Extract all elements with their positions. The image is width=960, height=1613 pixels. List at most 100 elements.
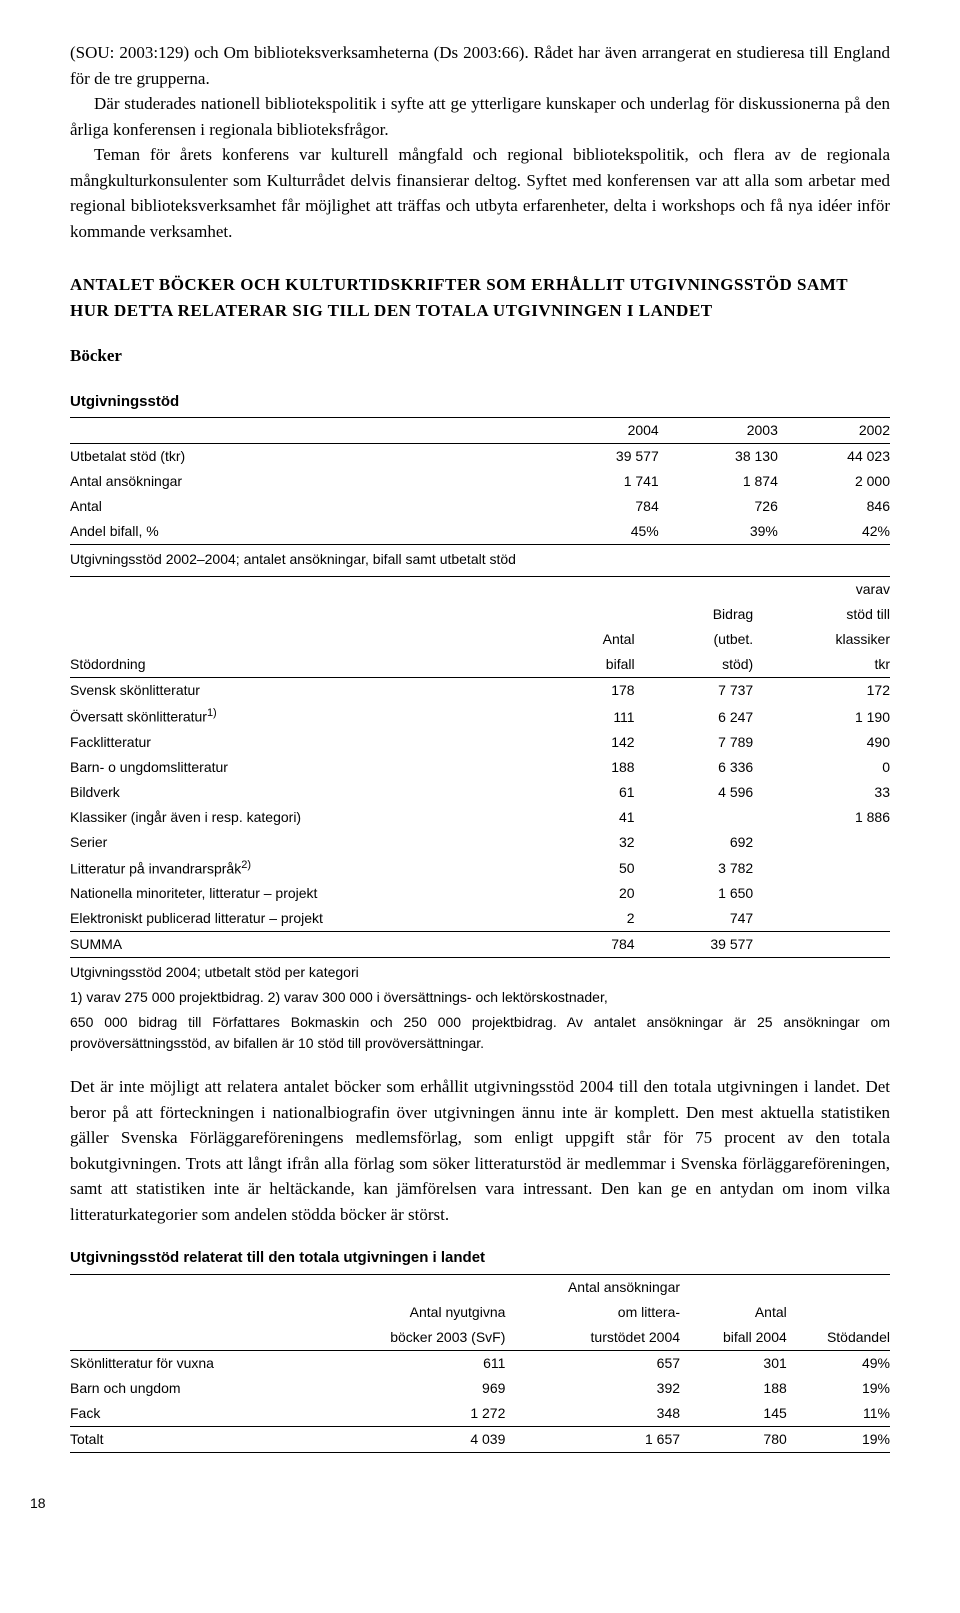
table3-cell: 392: [511, 1376, 686, 1401]
table2-cell: 6 247: [641, 703, 760, 730]
body-paragraph-3: Teman för årets konferens var kulturell …: [70, 142, 890, 244]
table1-caption: Utgivningsstöd 2002–2004; antalet ansökn…: [70, 549, 890, 570]
table3-cell: 780: [686, 1426, 793, 1452]
table2-cell: 4 596: [641, 780, 760, 805]
table3-cell: Totalt: [70, 1426, 332, 1452]
table2-cell: Serier: [70, 830, 546, 855]
table1-cell: Andel bifall, %: [70, 519, 546, 545]
table1-cell: 39%: [665, 519, 784, 545]
table1-cell: 2 000: [784, 469, 890, 494]
table2-sum: SUMMA: [70, 932, 546, 958]
table2-head: stöd): [641, 652, 760, 678]
table2-cell: Nationella minoriteter, litteratur – pro…: [70, 881, 546, 906]
table3-title: Utgivningsstöd relaterat till den totala…: [70, 1247, 890, 1270]
table1-title: Utgivningsstöd: [70, 391, 890, 414]
table3-cell: 348: [511, 1401, 686, 1427]
table3-cell: Barn och ungdom: [70, 1376, 332, 1401]
table1-cell: 784: [546, 494, 665, 519]
table2-cell: 7 737: [641, 678, 760, 704]
table3-cell: 4 039: [332, 1426, 511, 1452]
table2-cell: Klassiker (ingår även i resp. kategori): [70, 805, 546, 830]
body-paragraph-2: Där studerades nationell bibliotekspolit…: [70, 91, 890, 142]
table2-cell: Barn- o ungdomslitteratur: [70, 755, 546, 780]
table2-cell: 20: [546, 881, 641, 906]
table2-cell: Översatt skönlitteratur1): [70, 703, 546, 730]
table1-head-2002: 2002: [784, 418, 890, 444]
table1-cell: 38 130: [665, 444, 784, 470]
table2-cell: 747: [641, 906, 760, 932]
table2-cell: 33: [759, 780, 890, 805]
table2-head: tkr: [759, 652, 890, 678]
table2-sum: 39 577: [641, 932, 760, 958]
table3-cell: Fack: [70, 1401, 332, 1427]
table2-caption: Utgivningsstöd 2004; utbetalt stöd per k…: [70, 962, 890, 983]
table2-cell: Litteratur på invandrarspråk2): [70, 855, 546, 882]
table3-cell: 657: [511, 1350, 686, 1376]
body-paragraph-1: (SOU: 2003:129) och Om biblioteksverksam…: [70, 40, 890, 91]
table3-head: Antal ansökningar: [511, 1274, 686, 1300]
table3-cell: Skönlitteratur för vuxna: [70, 1350, 332, 1376]
table3-cell: 1 657: [511, 1426, 686, 1452]
table2-cell: 7 789: [641, 730, 760, 755]
table1-cell: 726: [665, 494, 784, 519]
table3-head: om littera-: [511, 1300, 686, 1325]
table2-cell: 1 886: [759, 805, 890, 830]
table3: Antal ansökningar Antal nyutgivna om lit…: [70, 1274, 890, 1453]
table3-cell: 1 272: [332, 1401, 511, 1427]
table2-cell: 3 782: [641, 855, 760, 882]
table1-cell: Antal: [70, 494, 546, 519]
table3-cell: 188: [686, 1376, 793, 1401]
table1-head-2004: 2004: [546, 418, 665, 444]
table2-cell: 2: [546, 906, 641, 932]
table1-cell: 44 023: [784, 444, 890, 470]
table3-cell: 611: [332, 1350, 511, 1376]
table2-head: klassiker: [759, 627, 890, 652]
table1-cell: 846: [784, 494, 890, 519]
table3-head: Antal: [686, 1300, 793, 1325]
table2-cell: 1 190: [759, 703, 890, 730]
body-paragraph-4: Det är inte möjligt att relatera antalet…: [70, 1074, 890, 1227]
table2-head: bifall: [546, 652, 641, 678]
table3-head: Stödandel: [793, 1325, 890, 1351]
table2-head: varav: [759, 577, 890, 603]
table1-cell: 1 741: [546, 469, 665, 494]
table2-cell: 188: [546, 755, 641, 780]
table3-head: turstödet 2004: [511, 1325, 686, 1351]
table2-cell: Elektroniskt publicerad litteratur – pro…: [70, 906, 546, 932]
page-number: 18: [30, 1493, 890, 1514]
table2-head: Stödordning: [70, 652, 546, 678]
table1: 2004 2003 2002 Utbetalat stöd (tkr) 39 5…: [70, 417, 890, 545]
table2-cell: Bildverk: [70, 780, 546, 805]
table1-cell: Utbetalat stöd (tkr): [70, 444, 546, 470]
subheading-bocker: Böcker: [70, 343, 890, 369]
table3-cell: 969: [332, 1376, 511, 1401]
table3-cell: 301: [686, 1350, 793, 1376]
table1-cell: 45%: [546, 519, 665, 545]
table3-head: bifall 2004: [686, 1325, 793, 1351]
table2-cell: Facklitteratur: [70, 730, 546, 755]
table2-head: (utbet.: [641, 627, 760, 652]
table2-cell: 142: [546, 730, 641, 755]
section-heading: ANTALET BÖCKER OCH KULTURTIDSKRIFTER SOM…: [70, 272, 890, 323]
table1-cell: Antal ansökningar: [70, 469, 546, 494]
table3-cell: 19%: [793, 1376, 890, 1401]
table3-cell: 145: [686, 1401, 793, 1427]
table2: varav Bidrag stöd till Antal (utbet. kla…: [70, 576, 890, 958]
table2-cell: 0: [759, 755, 890, 780]
table3-cell: 11%: [793, 1401, 890, 1427]
table2-cell: 490: [759, 730, 890, 755]
table2-cell: 61: [546, 780, 641, 805]
table2-cell: 111: [546, 703, 641, 730]
table2-cell: 172: [759, 678, 890, 704]
table2-head: stöd till: [759, 602, 890, 627]
table3-head: böcker 2003 (SvF): [332, 1325, 511, 1351]
table2-cell: 32: [546, 830, 641, 855]
table2-head: Antal: [546, 627, 641, 652]
table2-footnote-1: 1) varav 275 000 projektbidrag. 2) varav…: [70, 987, 890, 1008]
table1-cell: 42%: [784, 519, 890, 545]
table3-cell: 19%: [793, 1426, 890, 1452]
table2-head: Bidrag: [641, 602, 760, 627]
table1-cell: 39 577: [546, 444, 665, 470]
table2-cell: 41: [546, 805, 641, 830]
table2-cell: 6 336: [641, 755, 760, 780]
